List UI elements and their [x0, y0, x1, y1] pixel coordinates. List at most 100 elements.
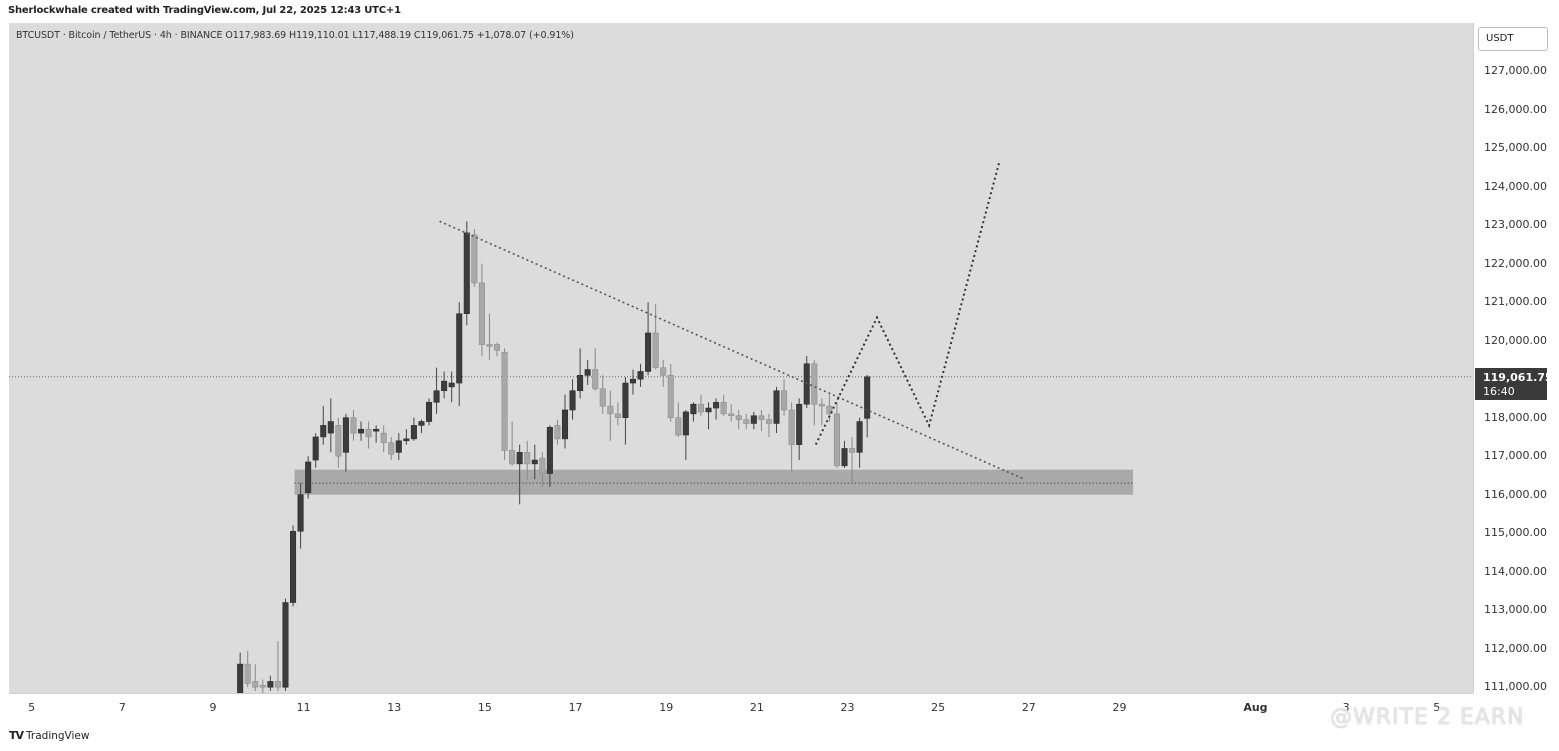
- candle-body: [320, 425, 327, 438]
- candle-body: [493, 344, 501, 351]
- candle-body: [652, 332, 659, 368]
- candle-body: [403, 438, 410, 442]
- price-tick-label: 116,000.00: [1484, 487, 1547, 501]
- time-tick-label: 17: [568, 701, 583, 714]
- candle-body: [312, 436, 319, 461]
- time-tick-label: 21: [749, 701, 764, 714]
- footer: TV TradingView: [0, 719, 1559, 751]
- candle-body: [546, 427, 553, 474]
- candle-body: [629, 378, 637, 384]
- descending-trendline: [439, 220, 1025, 481]
- candle-body: [856, 421, 863, 453]
- time-tick-label: 13: [387, 701, 402, 714]
- candle-body: [531, 459, 538, 465]
- price-tick-label: 126,000.00: [1484, 102, 1547, 116]
- candle-body: [425, 401, 433, 422]
- candle-body: [418, 421, 425, 426]
- candle-body: [388, 442, 395, 455]
- candle-body: [765, 419, 772, 424]
- price-tick-label: 123,000.00: [1484, 218, 1547, 232]
- candle-body: [682, 411, 689, 436]
- top-bar: Sherlockwhale created with TradingView.c…: [0, 0, 1559, 22]
- candle-body: [539, 457, 546, 474]
- price-tick-label: 115,000.00: [1484, 526, 1547, 540]
- tradingview-logo[interactable]: TV TradingView: [9, 729, 89, 742]
- candle-body: [516, 452, 523, 465]
- candle-body: [728, 413, 735, 417]
- candle-body: [584, 369, 591, 376]
- candle-body: [758, 415, 765, 420]
- time-tick-label: 19: [659, 701, 674, 714]
- candle-body: [365, 428, 372, 438]
- time-tick-label: 25: [931, 701, 946, 714]
- candle-body: [713, 401, 720, 409]
- candle-body: [750, 415, 757, 424]
- candle-body: [471, 234, 478, 284]
- candle-body: [818, 403, 825, 407]
- candle-body: [441, 380, 448, 392]
- candle-body: [773, 390, 780, 424]
- candle-body: [358, 428, 365, 434]
- candle-body: [395, 440, 402, 453]
- time-tick-label: 3: [1342, 701, 1350, 714]
- time-tick-label: 11: [296, 701, 311, 714]
- currency-label: USDT: [1486, 33, 1514, 44]
- time-tick-label: 9: [209, 701, 217, 714]
- candle-body: [259, 684, 266, 688]
- candle-body: [305, 461, 312, 494]
- candle-body: [569, 390, 576, 411]
- time-tick-label: 5: [28, 701, 36, 714]
- price-tick-label: 114,000.00: [1484, 564, 1547, 578]
- symbol-legend: BTCUSDT · Bitcoin / TetherUS · 4h · BINA…: [16, 30, 574, 41]
- candle-body: [282, 602, 289, 688]
- candlestick-chart[interactable]: [9, 23, 1473, 693]
- candle-body: [290, 530, 297, 603]
- price-tick-label: 124,000.00: [1484, 179, 1547, 193]
- currency-button[interactable]: USDT: [1478, 27, 1548, 51]
- price-tick-label: 113,000.00: [1484, 603, 1547, 617]
- time-tick-label: 23: [840, 701, 855, 714]
- candle-body: [781, 390, 788, 411]
- price-tick-label: 127,000.00: [1484, 64, 1547, 78]
- tradingview-brand: TradingView: [26, 730, 90, 742]
- price-tick-label: 122,000.00: [1484, 256, 1547, 270]
- candle-body: [592, 369, 599, 390]
- candle-body: [380, 432, 387, 444]
- candle-body: [501, 351, 508, 451]
- candle-body: [350, 417, 357, 434]
- candle-body: [690, 403, 697, 415]
- candle-countdown: 16:40: [1483, 384, 1515, 398]
- price-tick-label: 117,000.00: [1484, 449, 1547, 463]
- candle-body: [743, 419, 750, 424]
- candle-body: [448, 382, 455, 388]
- candle-body: [720, 401, 727, 415]
- candle-body: [796, 403, 803, 445]
- candle-body: [705, 407, 712, 413]
- candle-body: [833, 413, 840, 467]
- chart-plot-area[interactable]: BTCUSDT · Bitcoin / TetherUS · 4h · BINA…: [9, 23, 1473, 693]
- price-projection-path: [814, 161, 1001, 446]
- candle-body: [667, 375, 674, 418]
- candle-body: [614, 413, 621, 418]
- candle-body: [637, 371, 644, 380]
- price-tick-label: 111,000.00: [1484, 680, 1547, 694]
- support-zone: [294, 469, 1134, 495]
- candle-body: [244, 663, 251, 684]
- price-tick-label: 125,000.00: [1484, 141, 1547, 155]
- time-tick-label: 15: [477, 701, 492, 714]
- candle-body: [788, 409, 795, 445]
- candle-body: [433, 390, 440, 403]
- price-tick-label: 112,000.00: [1484, 641, 1547, 655]
- time-tick-label: 29: [1112, 701, 1127, 714]
- time-axis[interactable]: 5 7 9 11 13 15 17 19 21 23 25 27 29 Aug 3 5: [9, 693, 1473, 720]
- tradingview-logo-icon: TV: [9, 729, 24, 742]
- candle-body: [486, 344, 493, 347]
- candle-body: [697, 403, 704, 413]
- candle-body: [675, 417, 682, 436]
- price-axis[interactable]: 111,000.00 112,000.00 113,000.00 114,000.00…: [1473, 23, 1559, 693]
- candle-body: [811, 363, 818, 405]
- current-price-value: 119,061.75: [1483, 370, 1553, 384]
- candle-body: [660, 367, 667, 376]
- current-price-label: 119,061.75 16:40: [1475, 367, 1553, 400]
- candle-body: [267, 681, 274, 688]
